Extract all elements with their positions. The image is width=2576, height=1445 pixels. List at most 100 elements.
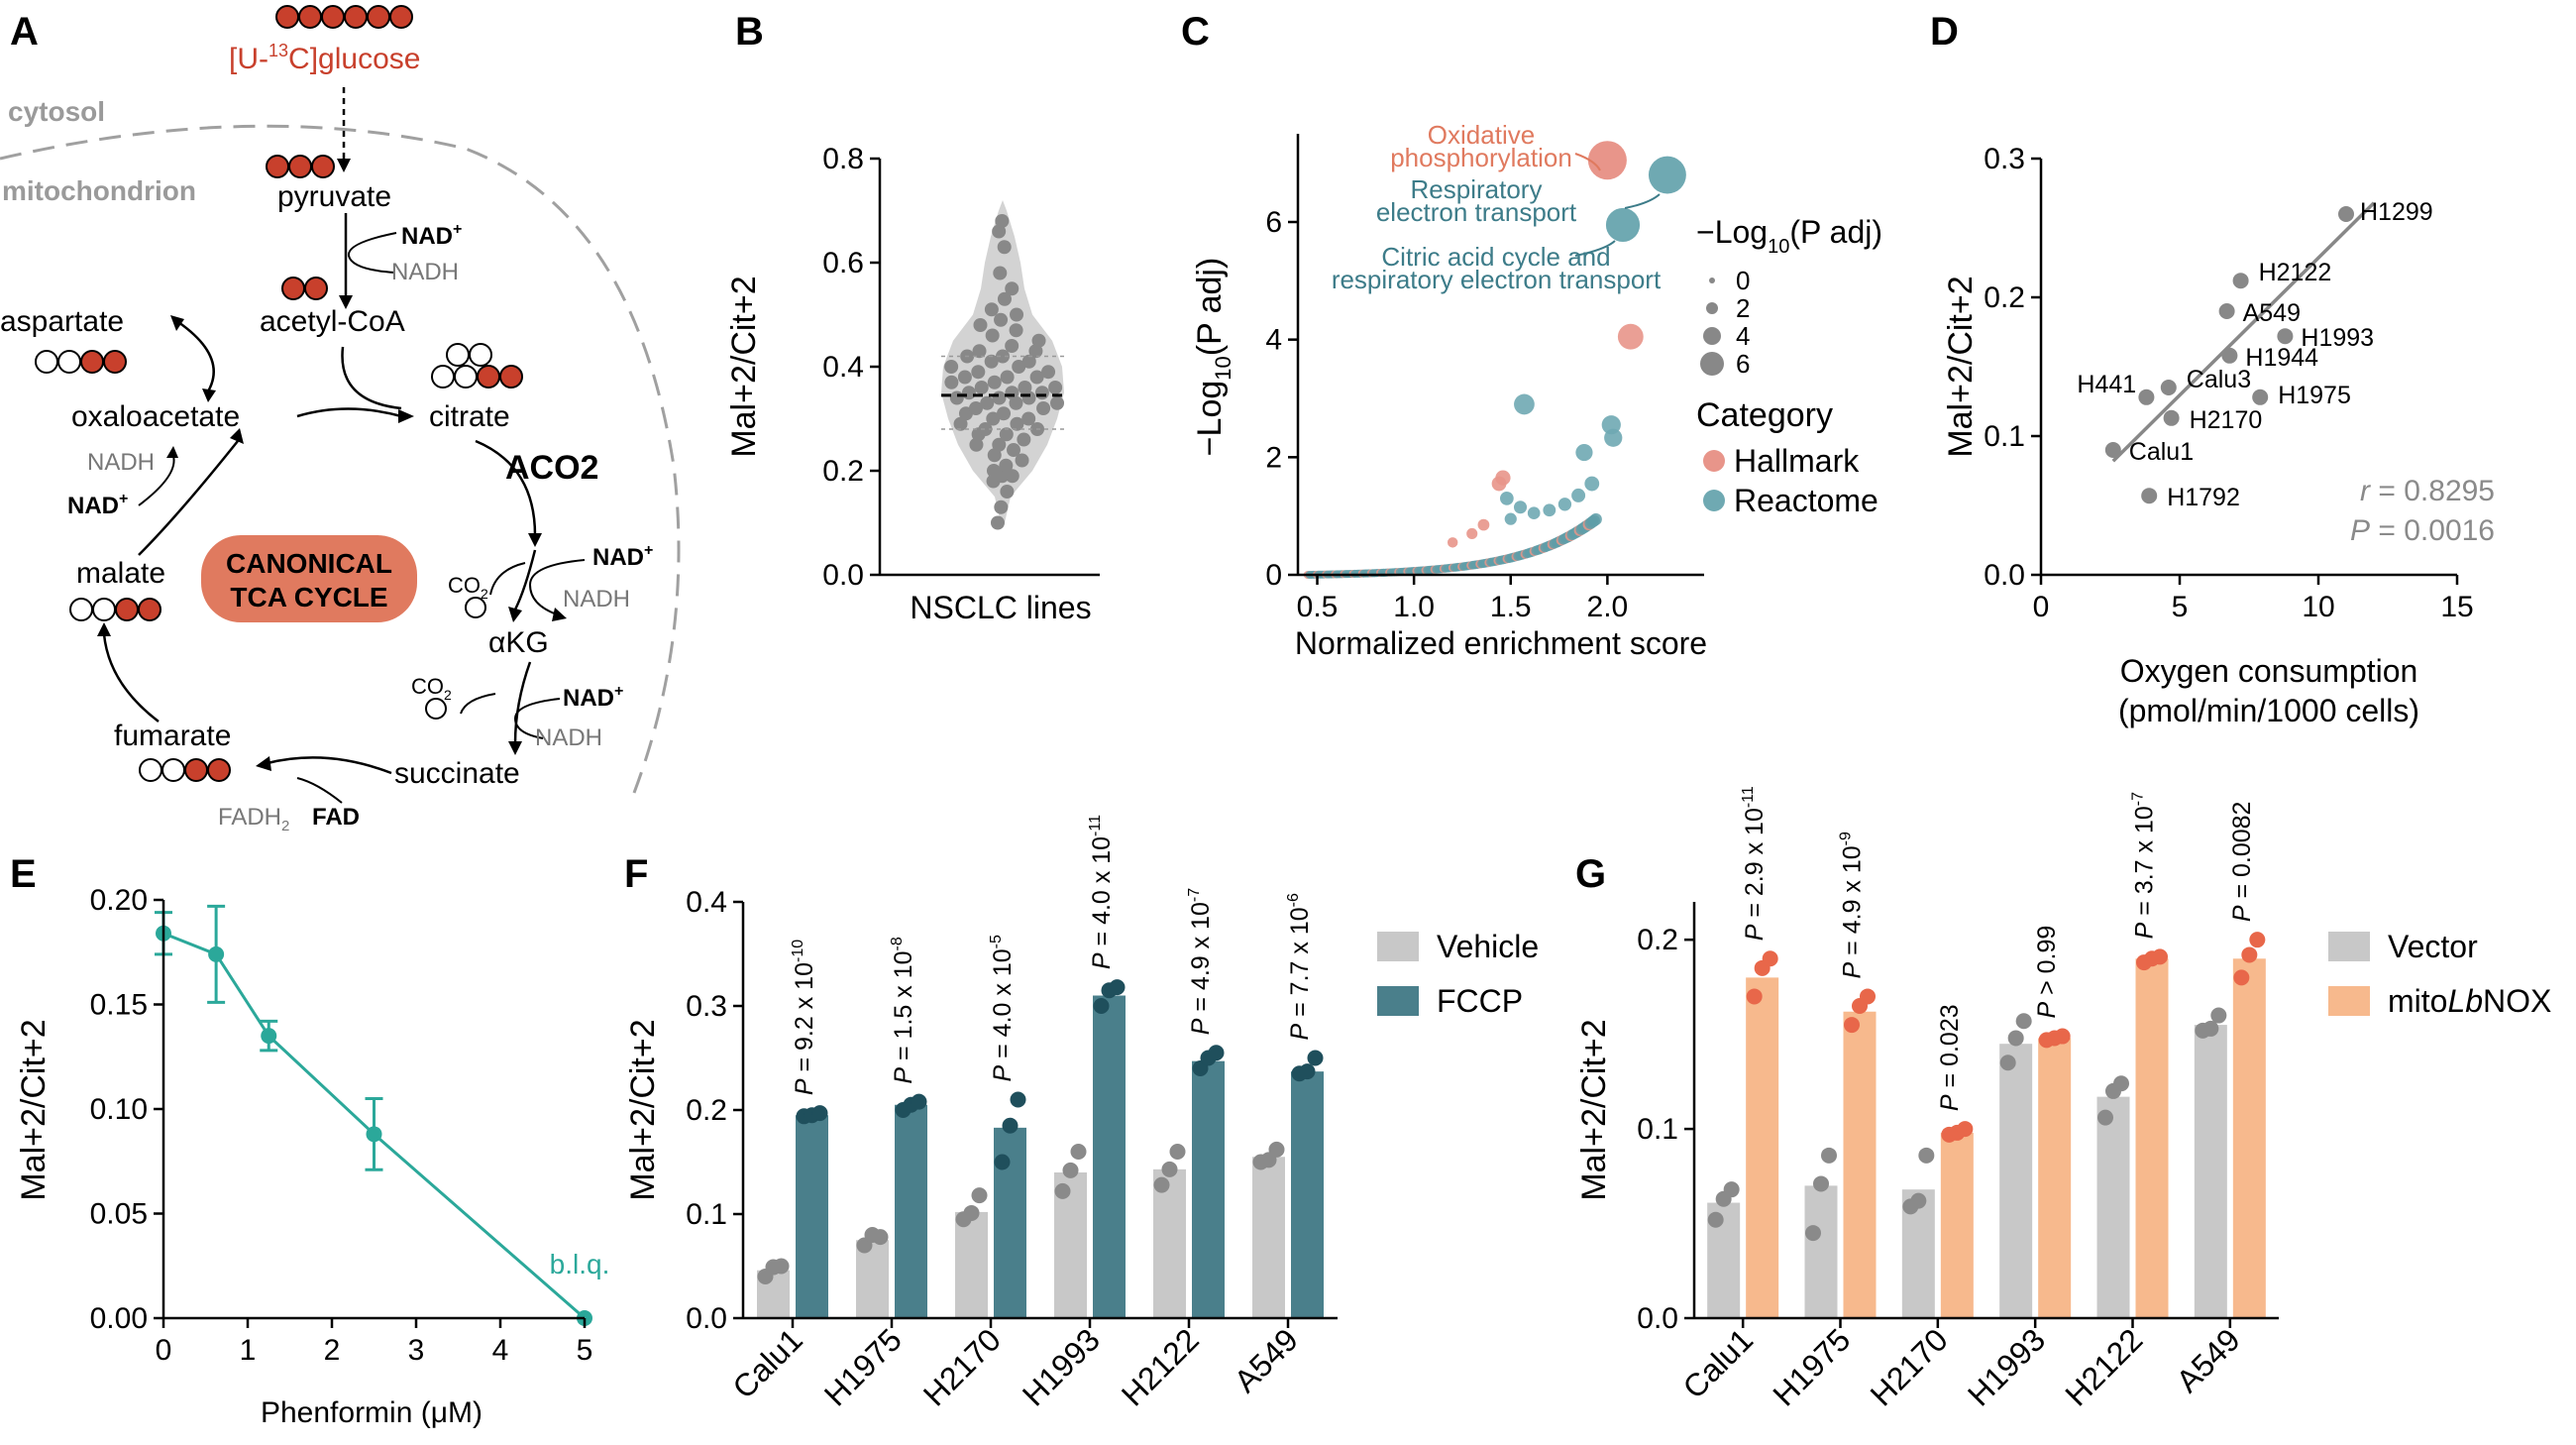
- glucose-carbons: [275, 5, 413, 29]
- p-value-label: P = 9.2 x 10-10: [790, 940, 818, 1095]
- y-tick-label: 0.3: [1984, 143, 2025, 175]
- replicate-point: [2054, 1028, 2071, 1045]
- size-legend-value: 0: [1736, 266, 1750, 295]
- panel-letter-b: B: [735, 10, 764, 54]
- fit-line: [2111, 201, 2376, 463]
- replicate-point: [1762, 950, 1778, 967]
- bar: [1999, 1044, 2033, 1318]
- size-legend-dot: [1709, 278, 1715, 283]
- data-point: [2232, 273, 2249, 289]
- glucose-label: [U-13C]glucose: [229, 41, 420, 75]
- data-point: [1009, 323, 1023, 338]
- replicate-point: [2152, 948, 2168, 965]
- p-value-label: P = 1.5 x 10-8: [889, 937, 917, 1083]
- replicate-point: [1805, 1225, 1821, 1242]
- data-point: [974, 381, 989, 394]
- data-point: [984, 302, 999, 317]
- annotation-leader: [1624, 193, 1661, 209]
- x-axis-label: Normalized enrichment score: [1295, 625, 1707, 661]
- y-axis-label: −Log10(P adj): [1191, 258, 1235, 457]
- size-legend-dot: [1706, 302, 1718, 314]
- x-axis-label: Phenformin (μM): [261, 1396, 483, 1429]
- legend-label: mitoLbNOX: [2388, 983, 2551, 1019]
- replicate-point: [994, 1154, 1011, 1170]
- data-point: [2218, 303, 2235, 319]
- replicate-point: [1999, 1055, 2016, 1071]
- replicate-point: [811, 1105, 828, 1122]
- data-point: [994, 500, 1009, 514]
- x-tick-label: 10: [2302, 591, 2334, 623]
- replicate-point: [971, 1187, 988, 1204]
- replicate-point: [1299, 1063, 1316, 1080]
- data-point: [1466, 527, 1478, 540]
- category-legend-label: Reactome: [1734, 483, 1878, 518]
- bar: [2194, 1025, 2227, 1318]
- y-tick-label: 0.0: [822, 559, 864, 592]
- stat-r: r = 0.8295: [2360, 475, 2495, 507]
- data-point: [995, 214, 1010, 228]
- fad-label: FAD: [312, 804, 360, 831]
- data-point: [990, 515, 1005, 530]
- y-axis-label: Mal+2/Cit+2: [624, 1019, 662, 1200]
- data-point: [980, 395, 995, 410]
- y-tick-label: 0.05: [90, 1198, 148, 1231]
- y-tick-label: 4: [1265, 324, 1282, 357]
- replicate-point: [963, 1204, 980, 1221]
- aspartate-carbons: [35, 350, 127, 374]
- x-tick-label: H2122: [2058, 1321, 2149, 1412]
- x-tick-label: 2.0: [1587, 591, 1629, 623]
- replicate-point: [1957, 1121, 1974, 1138]
- fumarate-label: fumarate: [114, 720, 231, 752]
- data-point: [1513, 500, 1528, 514]
- data-point: [261, 1028, 277, 1045]
- y-tick-label: 0.2: [1637, 924, 1678, 956]
- data-point: [1010, 416, 1024, 431]
- category-legend-dot: [1703, 450, 1725, 472]
- data-point: [1005, 386, 1020, 400]
- citrate-carbons: [431, 343, 523, 389]
- data-point: [1036, 401, 1051, 415]
- p-value-label: P = 3.7 x 10-7: [2130, 792, 2159, 939]
- y-tick-label: 0.1: [1637, 1113, 1678, 1146]
- point-label: H1993: [2301, 324, 2374, 352]
- x-axis-label: NSCLC lines: [910, 590, 1091, 625]
- data-point: [1005, 339, 1020, 353]
- data-point: [986, 411, 1001, 426]
- bar: [1843, 1011, 1877, 1318]
- co2-label-2: CO2: [411, 674, 452, 703]
- replicate-point: [1746, 988, 1763, 1005]
- legend-swatch: [2328, 986, 2370, 1016]
- x-tick-label: H2170: [916, 1321, 1008, 1412]
- bar: [856, 1240, 889, 1318]
- citrate-to-akg-arrow: [475, 439, 537, 536]
- size-legend-value: 4: [1736, 321, 1750, 351]
- succinate-label: succinate: [394, 757, 520, 790]
- data-point: [1499, 492, 1514, 505]
- panel-letter-g: G: [1575, 852, 1606, 896]
- replicate-point: [1268, 1141, 1285, 1158]
- y-tick-label: 2: [1265, 441, 1282, 474]
- x-tick-label: 5: [2172, 591, 2189, 623]
- data-point: [996, 349, 1010, 364]
- replicate-point: [1307, 1050, 1324, 1066]
- panel-b-violin: 0.0 0.2 0.4 0.6 0.8 NSCLC lines Mal+2/Cit+2: [725, 143, 1100, 625]
- mitochondrion-label: mitochondrion: [2, 175, 196, 206]
- y-tick-label: 0.2: [1984, 281, 2025, 314]
- y-axis-label: Mal+2/Cit+2: [15, 1019, 53, 1200]
- x-tick-label: H1993: [1016, 1321, 1107, 1412]
- annotation-label: phosphorylation: [1390, 143, 1572, 172]
- bar: [1192, 1060, 1225, 1318]
- x-tick-label: A549: [2169, 1321, 2246, 1398]
- x-tick-label: 1: [240, 1334, 257, 1367]
- point-label: A549: [2243, 299, 2301, 327]
- x-tick-label: 4: [492, 1334, 509, 1367]
- data-point: [1447, 537, 1458, 548]
- size-legend-title: −Log10(P adj): [1696, 214, 1882, 258]
- replicate-point: [1054, 1182, 1071, 1199]
- size-legend-value: 2: [1736, 293, 1750, 323]
- legend-label: Vehicle: [1437, 929, 1539, 964]
- p-value-label: P = 7.7 x 10-6: [1285, 893, 1314, 1040]
- y-tick-label: 0.0: [686, 1302, 727, 1335]
- replicate-point: [2015, 1013, 2032, 1030]
